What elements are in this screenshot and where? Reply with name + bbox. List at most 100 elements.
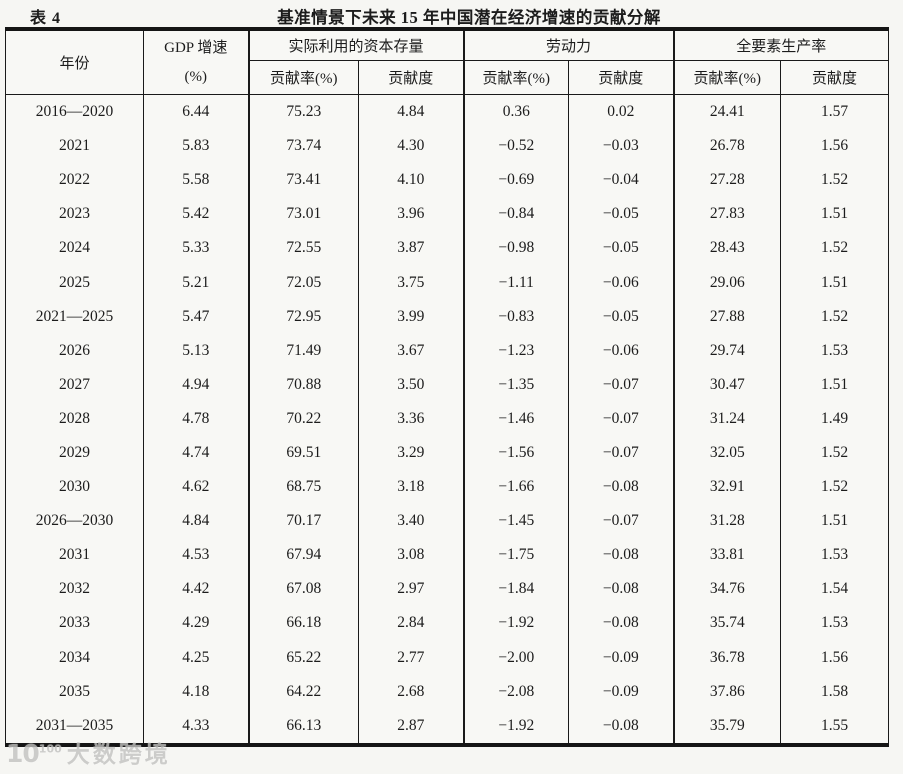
- labor-rate-cell: −0.52: [463, 129, 570, 164]
- table-row: 2025 5.21 72.05 3.75 −1.11 −0.06 29.06 1.51: [5, 265, 889, 300]
- tfp-degree-cell: 1.53: [820, 546, 849, 564]
- tfp-degree-cell: 1.58: [820, 682, 849, 700]
- labor-degree-cell: −0.07: [568, 504, 675, 539]
- table-row: 2031 4.53 67.94 3.08 −1.75 −0.08 33.81 1.53: [5, 538, 889, 573]
- labor-degree-cell: −0.06: [568, 333, 675, 368]
- gdp-growth-cell: 4.25: [143, 640, 250, 675]
- capital-rate-cell: 73.41: [248, 163, 359, 198]
- header-labor-contribution-rate: 贡献率(%): [463, 60, 570, 95]
- capital-degree-cell: 4.30: [358, 129, 465, 164]
- year-cell: 2023: [5, 197, 144, 232]
- tfp-degree-cell: 1.51: [820, 205, 849, 223]
- capital-rate-cell: 72.55: [248, 231, 359, 266]
- tfp-degree-cell: 1.52: [820, 443, 849, 461]
- capital-degree-cell: 3.18: [358, 470, 465, 505]
- year-cell: 2029: [5, 435, 144, 471]
- capital-rate-cell: 70.17: [248, 504, 359, 539]
- capital-degree-cell: 3.08: [358, 538, 465, 573]
- year-cell: 2026—2030: [5, 504, 144, 539]
- capital-rate-cell: 71.49: [248, 333, 359, 368]
- table-row: 2030 4.62 68.75 3.18 −1.66 −0.08 32.91 1.52: [5, 470, 889, 505]
- labor-rate-cell: 0.36: [463, 94, 570, 130]
- labor-degree-cell: −0.08: [568, 708, 675, 745]
- tfp-degree-cell: 1.56: [820, 648, 849, 666]
- tfp-degree-cell: 1.54: [820, 580, 849, 598]
- table-row: 2026 5.13 71.49 3.67 −1.23 −0.06 29.74 1.53: [5, 333, 889, 368]
- labor-rate-cell: −0.98: [463, 231, 570, 266]
- header-year: 年份: [5, 29, 144, 95]
- gdp-growth-cell: 5.42: [143, 197, 250, 232]
- labor-degree-cell: −0.05: [568, 197, 675, 232]
- tfp-rate-cell: 32.05: [673, 435, 782, 471]
- year-cell: 2022: [5, 163, 144, 198]
- tfp-rate-cell: 31.28: [673, 504, 782, 539]
- labor-rate-cell: −1.56: [463, 435, 570, 471]
- table-header: 年份 GDP 增速 (%) 实际利用的资本存量 劳动力 全要素生产率 贡献率(%…: [5, 29, 889, 95]
- labor-degree-cell: −0.06: [568, 265, 675, 300]
- tfp-degree-cell: 1.49: [820, 409, 849, 427]
- capital-rate-cell: 64.22: [248, 674, 359, 709]
- capital-degree-cell: 3.87: [358, 231, 465, 266]
- header-labor-contribution-degree: 贡献度: [568, 60, 675, 95]
- table-row: 2034 4.25 65.22 2.77 −2.00 −0.09 36.78 1.56: [5, 640, 889, 675]
- labor-rate-cell: −0.69: [463, 163, 570, 198]
- capital-rate-cell: 75.23: [248, 94, 359, 130]
- gdp-growth-cell: 4.18: [143, 674, 250, 709]
- labor-rate-cell: −1.84: [463, 572, 570, 607]
- capital-degree-cell: 3.67: [358, 333, 465, 368]
- table-row: 2016—2020 6.44 75.23 4.84 0.36 0.02 24.41 1.57: [5, 94, 889, 130]
- tfp-degree-cell: 1.52: [820, 239, 849, 257]
- labor-degree-cell: −0.05: [568, 231, 675, 266]
- header-group-labor: 劳动力: [463, 29, 675, 61]
- header-tfp-contribution-degree: 贡献度: [780, 60, 889, 95]
- labor-rate-cell: −1.75: [463, 538, 570, 573]
- capital-rate-cell: 73.74: [248, 129, 359, 164]
- capital-rate-cell: 70.22: [248, 401, 359, 436]
- gdp-growth-cell: 4.78: [143, 401, 250, 436]
- table-row: 2021—2025 5.47 72.95 3.99 −0.83 −0.05 27.88 1.5…: [5, 299, 889, 334]
- tfp-rate-cell: 26.78: [673, 129, 782, 164]
- gdp-growth-cell: 4.62: [143, 470, 250, 505]
- gdp-growth-cell: 4.53: [143, 538, 250, 573]
- capital-rate-cell: 70.88: [248, 367, 359, 402]
- table-row: 2026—2030 4.84 70.17 3.40 −1.45 −0.07 31.28 1.5…: [5, 504, 889, 539]
- table-row: 2027 4.94 70.88 3.50 −1.35 −0.07 30.47 1.51: [5, 367, 889, 402]
- tfp-degree-cell: 1.52: [820, 171, 849, 189]
- capital-degree-cell: 2.84: [358, 606, 465, 641]
- table-row: 2032 4.42 67.08 2.97 −1.84 −0.08 34.76 1.54: [5, 572, 889, 607]
- gdp-growth-cell: 5.47: [143, 299, 250, 334]
- year-cell: 2031: [5, 538, 144, 573]
- labor-rate-cell: −1.11: [463, 265, 570, 300]
- gdp-growth-cell: 6.44: [143, 94, 250, 130]
- tfp-degree-cell: 1.52: [820, 307, 849, 325]
- capital-rate-cell: 72.05: [248, 265, 359, 300]
- gdp-growth-cell: 5.58: [143, 163, 250, 198]
- table-row: 2023 5.42 73.01 3.96 −0.84 −0.05 27.83 1.51: [5, 197, 889, 232]
- table-row: 2022 5.58 73.41 4.10 −0.69 −0.04 27.28 1.52: [5, 163, 889, 198]
- capital-degree-cell: 3.99: [358, 299, 465, 334]
- gdp-growth-cell: 4.74: [143, 435, 250, 471]
- capital-degree-cell: 3.40: [358, 504, 465, 539]
- capital-rate-cell: 68.75: [248, 470, 359, 505]
- tfp-rate-cell: 27.28: [673, 163, 782, 198]
- labor-degree-cell: −0.07: [568, 435, 675, 471]
- table-caption: 表 4 基准情景下未来 15 年中国潜在经济增速的贡献分解: [0, 2, 888, 27]
- table-row: 2035 4.18 64.22 2.68 −2.08 −0.09 37.86 1.58: [5, 674, 889, 709]
- header-group-tfp: 全要素生产率: [673, 29, 889, 61]
- labor-degree-cell: −0.08: [568, 572, 675, 607]
- capital-degree-cell: 3.50: [358, 367, 465, 402]
- labor-rate-cell: −1.92: [463, 606, 570, 641]
- gdp-growth-cell: 5.13: [143, 333, 250, 368]
- year-cell: 2026: [5, 333, 144, 368]
- year-cell: 2028: [5, 401, 144, 436]
- year-cell: 2025: [5, 265, 144, 300]
- tfp-rate-cell: 28.43: [673, 231, 782, 266]
- capital-rate-cell: 67.94: [248, 538, 359, 573]
- tfp-degree-cell: 1.51: [820, 375, 849, 393]
- gdp-growth-cell: 4.94: [143, 367, 250, 402]
- capital-rate-cell: 69.51: [248, 435, 359, 471]
- tfp-degree-cell: 1.53: [820, 341, 849, 359]
- capital-degree-cell: 3.75: [358, 265, 465, 300]
- tfp-rate-cell: 27.88: [673, 299, 782, 334]
